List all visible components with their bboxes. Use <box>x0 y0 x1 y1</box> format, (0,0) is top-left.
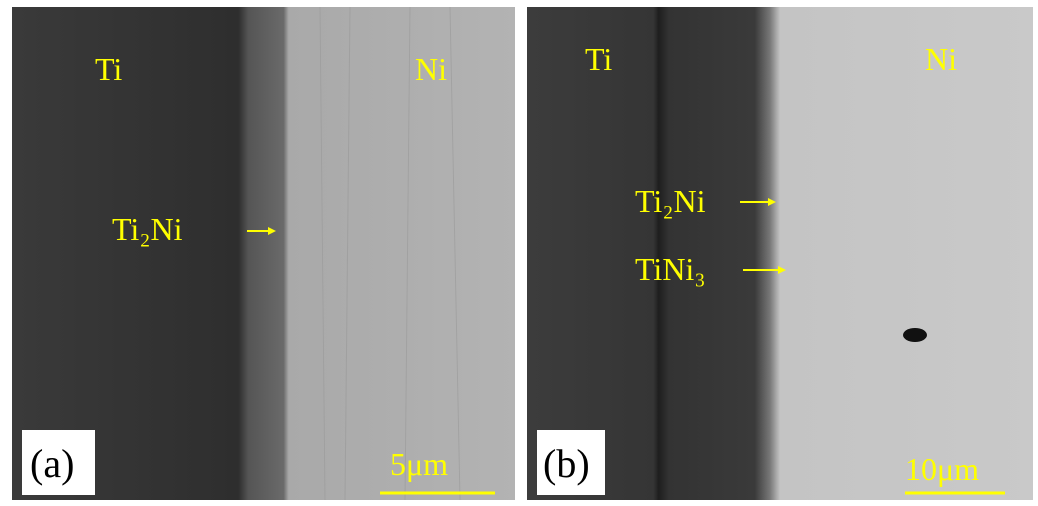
pore <box>903 328 927 342</box>
scale-label: 10μm <box>905 451 979 487</box>
phase-label: Ti₂Ni <box>112 211 183 247</box>
panel-label: (b) <box>543 441 590 486</box>
panel-label: (a) <box>30 441 74 486</box>
panel-a: Ti Ni Ti₂Ni (a) 5μm <box>12 7 515 500</box>
scale-label: 5μm <box>390 446 448 482</box>
material-label: Ti <box>585 41 612 77</box>
figure: Ti Ni Ti₂Ni (a) 5μm Ti Ni Ti₂Ni TiNi₃ (b… <box>0 0 1038 506</box>
material-label: Ni <box>415 51 447 87</box>
material-label: Ti <box>95 51 122 87</box>
phase-label: TiNi₃ <box>635 251 705 287</box>
micrograph <box>527 7 1033 500</box>
material-label: Ni <box>925 41 957 77</box>
panel-b: Ti Ni Ti₂Ni TiNi₃ (b) 10μm <box>527 7 1033 500</box>
phase-label: Ti₂Ni <box>635 183 706 219</box>
